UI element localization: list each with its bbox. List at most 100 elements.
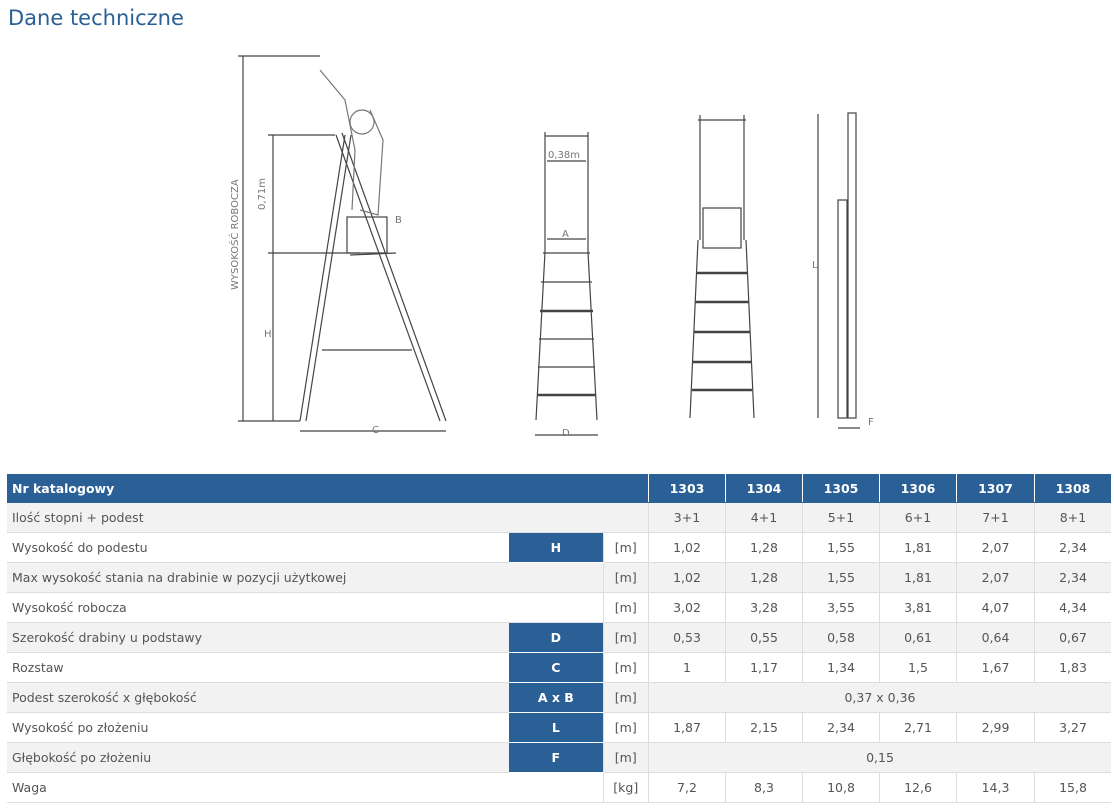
row-label: Rozstaw: [7, 652, 510, 683]
row-label: Wysokość do podestu: [7, 532, 510, 563]
value-cell: 8+1: [1034, 502, 1111, 533]
row-label: Wysokość robocza: [7, 592, 604, 623]
model-header: 1305: [802, 474, 880, 503]
model-header: 1306: [879, 474, 957, 503]
dimension-key: F: [509, 742, 604, 773]
unit: [m]: [602, 742, 649, 773]
model-header: 1304: [725, 474, 803, 503]
value-cell: 1,81: [879, 532, 957, 563]
table-row: Max wysokość stania na drabinie w pozycj…: [7, 562, 1111, 593]
unit: [m]: [602, 592, 649, 623]
row-label: Głębokość po złożeniu: [7, 742, 510, 773]
header-label: Nr katalogowy: [7, 474, 649, 503]
dim-L: L: [812, 260, 818, 271]
value-cell: 12,6: [879, 772, 957, 803]
dim-B: B: [395, 215, 402, 226]
dimension-key: A x B: [509, 682, 604, 713]
row-label: Podest szerokość x głębokość: [7, 682, 510, 713]
row-label: Ilość stopni + podest: [7, 502, 649, 533]
merged-value: 0,15: [648, 742, 1111, 773]
table-row: Wysokość do podestu H [m] 1,02 1,28 1,55 1,81 2…: [7, 532, 1111, 563]
value-cell: 1: [648, 652, 726, 683]
value-cell: 1,34: [802, 652, 880, 683]
row-label: Waga: [7, 772, 604, 803]
value-cell: 1,55: [802, 562, 880, 593]
value-cell: 0,58: [802, 622, 880, 653]
unit: [kg]: [602, 772, 649, 803]
merged-value: 0,37 x 0,36: [648, 682, 1111, 713]
dim-D: D: [562, 428, 570, 439]
row-label: Szerokość drabiny u podstawy: [7, 622, 510, 653]
unit: [m]: [602, 712, 649, 743]
table-header-row: Nr katalogowy 1303 1304 1305 1306 1307 1308: [7, 474, 1111, 503]
value-cell: 2,34: [1034, 562, 1111, 593]
front-view-diagram: 0,38m A D: [535, 132, 598, 439]
value-cell: 1,87: [648, 712, 726, 743]
table-row: Wysokość robocza [m] 3,02 3,28 3,55 3,81 4,07 4…: [7, 592, 1111, 623]
value-cell: 0,67: [1034, 622, 1111, 653]
value-cell: 1,02: [648, 532, 726, 563]
table-row: Głębokość po złożeniu F [m] 0,15: [7, 742, 1111, 773]
value-cell: 4+1: [725, 502, 803, 533]
value-cell: 7+1: [956, 502, 1035, 533]
dimension-key: C: [509, 652, 604, 683]
value-cell: 1,67: [956, 652, 1035, 683]
value-cell: 3,55: [802, 592, 880, 623]
value-cell: 15,8: [1034, 772, 1111, 803]
value-cell: 3,02: [648, 592, 726, 623]
dim-071: 0,71m: [257, 178, 268, 210]
value-cell: 1,5: [879, 652, 957, 683]
value-cell: 1,28: [725, 532, 803, 563]
dimension-key: H: [509, 532, 604, 563]
unit: [m]: [602, 532, 649, 563]
table-row: Ilość stopni + podest 3+1 4+1 5+1 6+1 7+1 8+1: [7, 502, 1111, 533]
value-cell: 1,81: [879, 562, 957, 593]
value-cell: 2,15: [725, 712, 803, 743]
value-cell: 5+1: [802, 502, 880, 533]
dim-working-height: WYSOKOŚĆ ROBOCZA: [228, 179, 241, 290]
table-row: Wysokość po złożeniu L [m] 1,87 2,15 2,34 2,71…: [7, 712, 1111, 743]
value-cell: 7,2: [648, 772, 726, 803]
model-header: 1307: [956, 474, 1035, 503]
dimension-key: L: [509, 712, 604, 743]
value-cell: 2,07: [956, 532, 1035, 563]
dim-C: C: [372, 425, 379, 436]
value-cell: 4,07: [956, 592, 1035, 623]
value-cell: 1,28: [725, 562, 803, 593]
value-cell: 6+1: [879, 502, 957, 533]
model-header: 1308: [1034, 474, 1111, 503]
ladder-diagram: 0,71m WYSOKOŚĆ ROBOCZA H B C 0,38m A D L…: [228, 55, 874, 439]
table-row: Podest szerokość x głębokość A x B [m] 0,37…: [7, 682, 1111, 713]
unit: [m]: [602, 562, 649, 593]
value-cell: 2,99: [956, 712, 1035, 743]
dim-F: F: [868, 417, 874, 428]
row-label: Wysokość po złożeniu: [7, 712, 510, 743]
table-row: Szerokość drabiny u podstawy D [m] 0,53 0,55…: [7, 622, 1111, 653]
row-label: Max wysokość stania na drabinie w pozycj…: [7, 562, 604, 593]
unit: [m]: [602, 682, 649, 713]
table-row: Rozstaw C [m] 1 1,17 1,34 1,5 1,67 1,83: [7, 652, 1111, 683]
unit: [m]: [602, 652, 649, 683]
model-header: 1303: [648, 474, 726, 503]
value-cell: 0,53: [648, 622, 726, 653]
value-cell: 14,3: [956, 772, 1035, 803]
dim-H: H: [264, 329, 272, 340]
value-cell: 2,34: [802, 712, 880, 743]
value-cell: 3+1: [648, 502, 726, 533]
value-cell: 0,64: [956, 622, 1035, 653]
value-cell: 1,83: [1034, 652, 1111, 683]
value-cell: 1,17: [725, 652, 803, 683]
value-cell: 3,81: [879, 592, 957, 623]
dim-A: A: [562, 229, 569, 240]
value-cell: 0,55: [725, 622, 803, 653]
unit: [m]: [602, 622, 649, 653]
dim-038: 0,38m: [548, 150, 580, 161]
dimension-key: D: [509, 622, 604, 653]
value-cell: 4,34: [1034, 592, 1111, 623]
value-cell: 3,27: [1034, 712, 1111, 743]
value-cell: 1,55: [802, 532, 880, 563]
table-row: Waga [kg] 7,2 8,3 10,8 12,6 14,3 15,8: [7, 772, 1111, 803]
value-cell: 2,34: [1034, 532, 1111, 563]
folded-view-diagram: L F: [812, 112, 874, 429]
value-cell: 2,07: [956, 562, 1035, 593]
